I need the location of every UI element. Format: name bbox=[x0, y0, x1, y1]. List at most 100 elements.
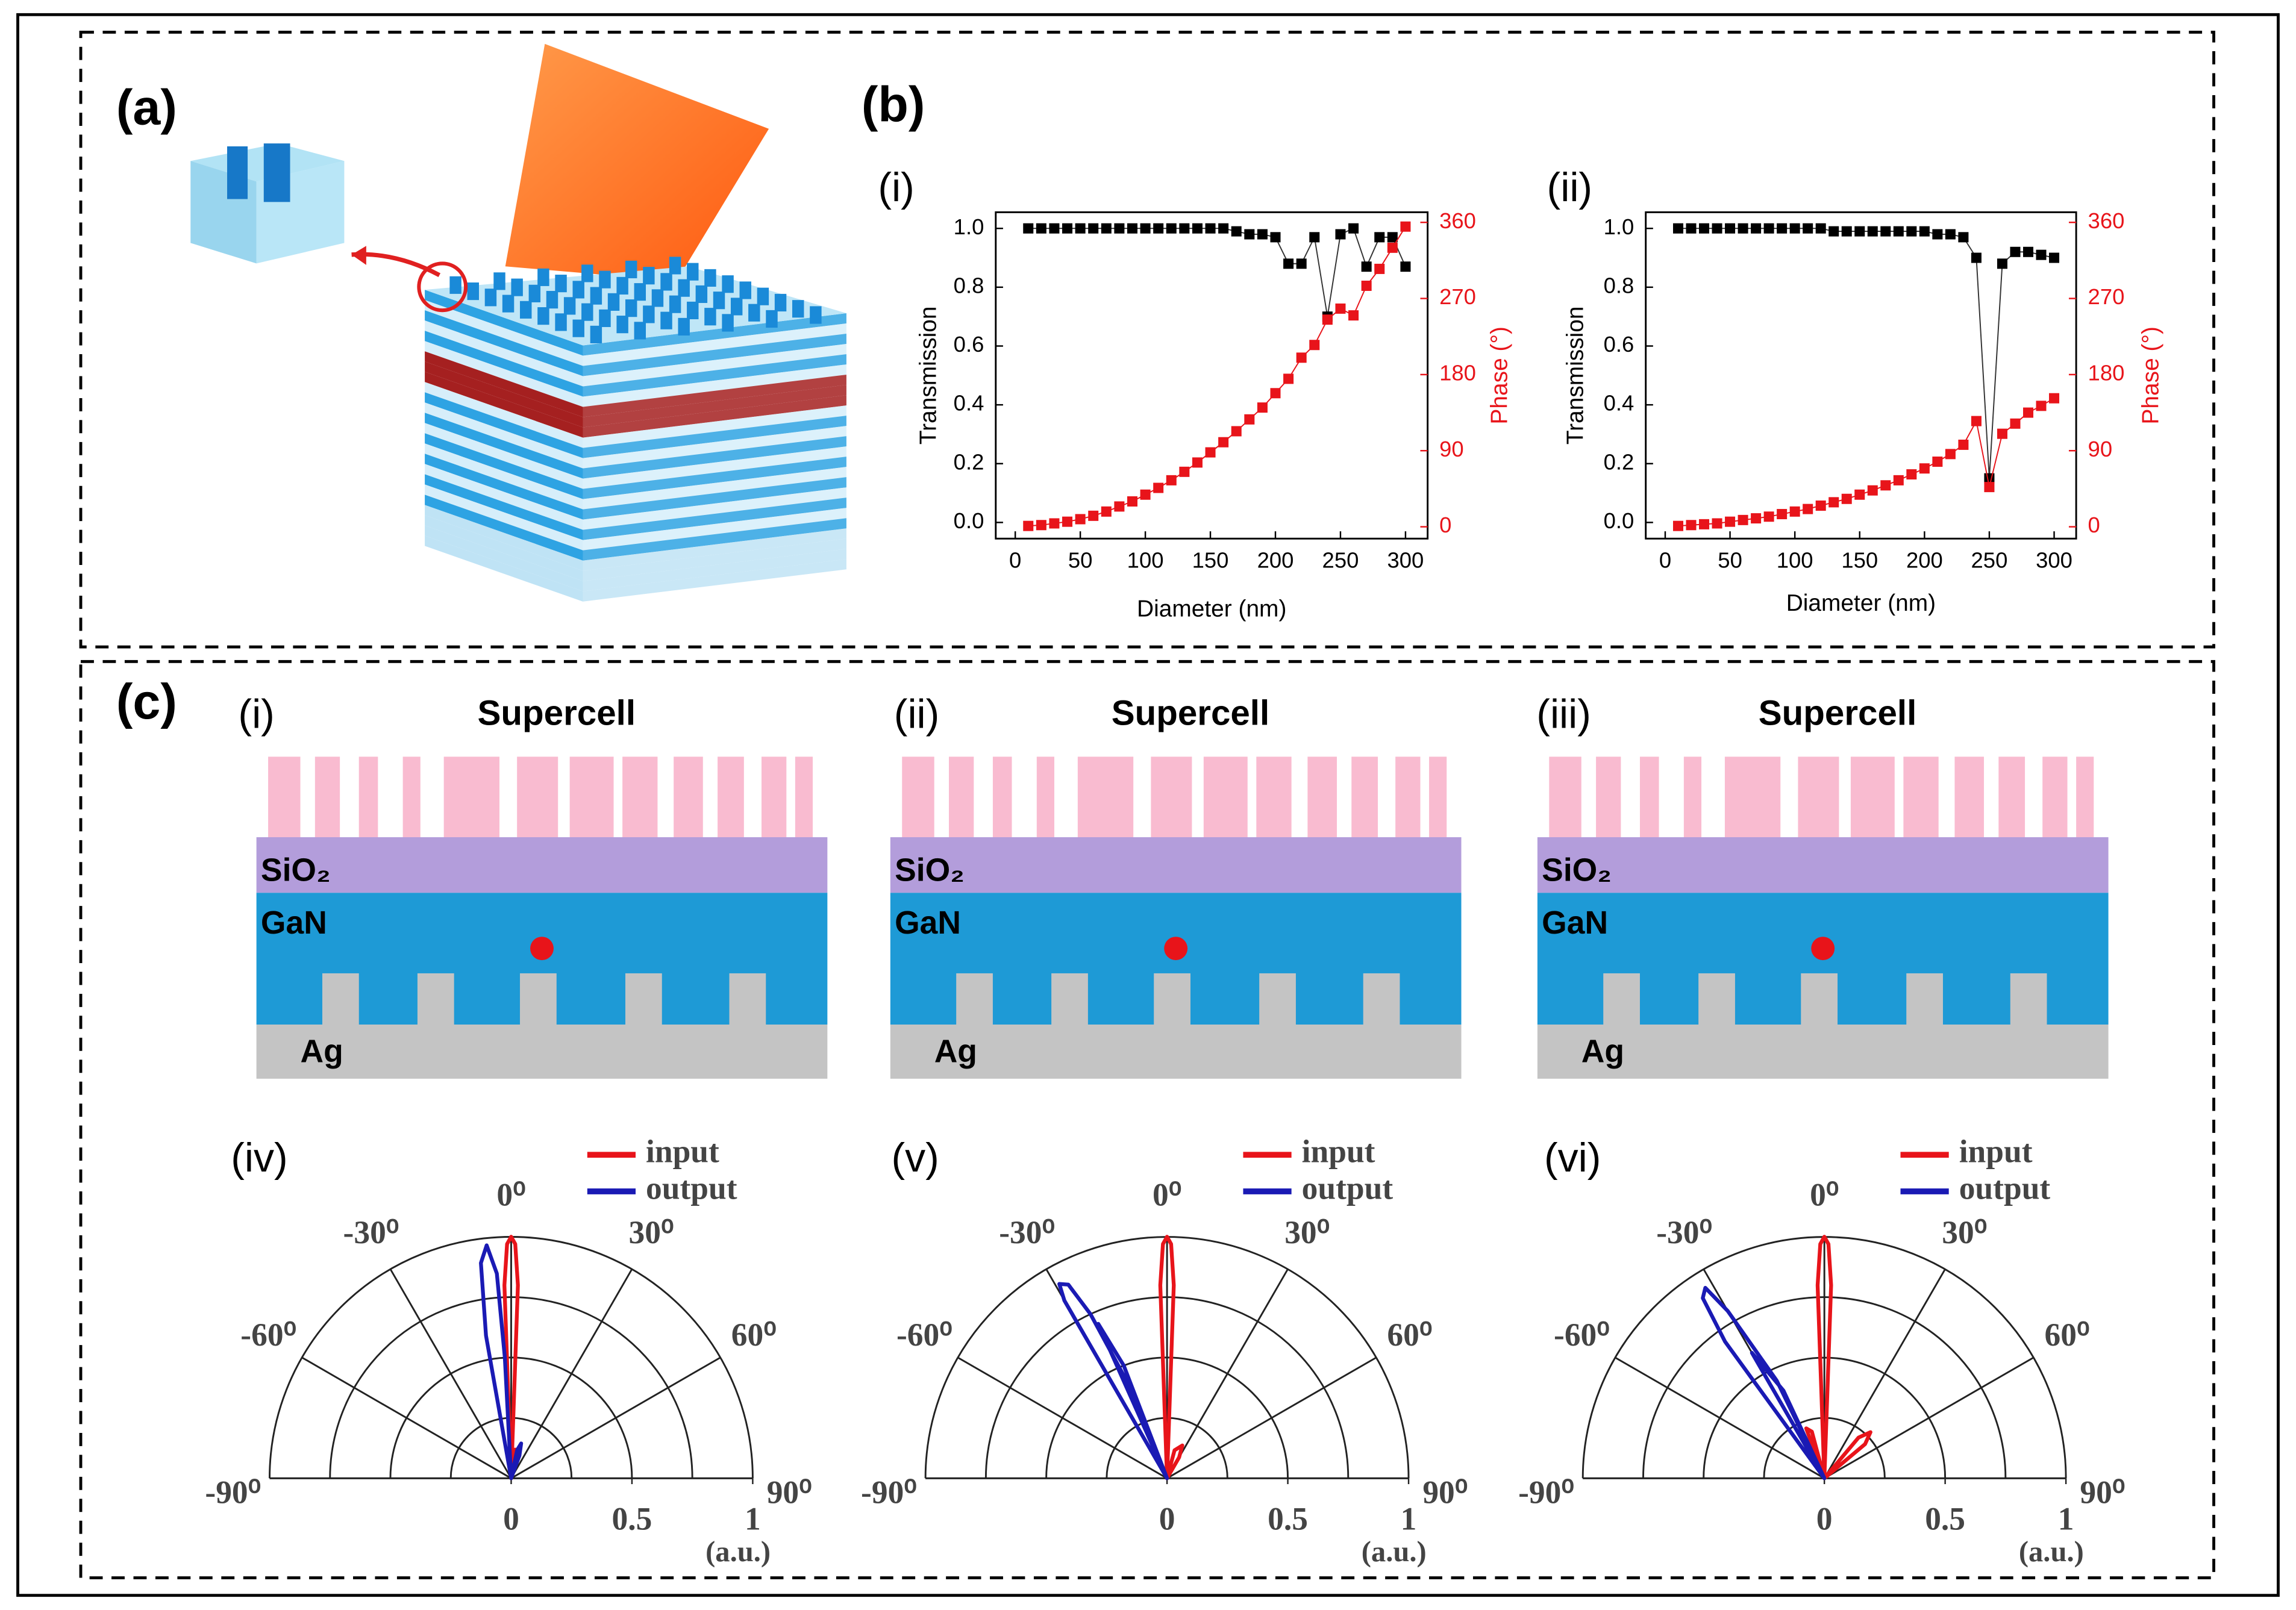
pillar bbox=[792, 300, 804, 318]
marker bbox=[1763, 223, 1774, 234]
pillar bbox=[1256, 757, 1292, 839]
pillar bbox=[643, 267, 655, 285]
layer bbox=[583, 334, 846, 376]
grating-tooth bbox=[417, 973, 454, 1026]
grating-tooth bbox=[322, 973, 359, 1026]
r-tick-label: 1 bbox=[1401, 1500, 1417, 1537]
marker bbox=[1101, 223, 1112, 234]
marker bbox=[1088, 223, 1099, 234]
theta-grid bbox=[510, 1356, 721, 1479]
marker bbox=[1127, 496, 1137, 507]
pillar bbox=[722, 275, 734, 293]
marker bbox=[1984, 482, 1995, 493]
pillar bbox=[810, 306, 822, 324]
pillar bbox=[1395, 757, 1421, 839]
marker bbox=[1192, 457, 1203, 468]
pillar bbox=[730, 298, 743, 316]
r-tick-label: 0 bbox=[503, 1500, 519, 1537]
pillar bbox=[795, 757, 813, 839]
marker bbox=[1919, 226, 1930, 237]
pillar bbox=[1596, 757, 1621, 839]
layer bbox=[425, 484, 583, 551]
pillar bbox=[722, 314, 734, 332]
pillar bbox=[1351, 757, 1378, 839]
pillar bbox=[713, 292, 725, 310]
theta-tick-label: 90⁰ bbox=[767, 1474, 812, 1511]
pillar bbox=[502, 295, 515, 313]
theta-grid bbox=[1823, 1268, 1946, 1479]
subtitle: (iii) bbox=[1536, 691, 1591, 737]
subtitle: (ii) bbox=[894, 691, 940, 737]
pillar bbox=[599, 270, 611, 289]
pillar bbox=[660, 311, 672, 329]
series-line bbox=[1678, 398, 2055, 527]
marker bbox=[1725, 223, 1736, 234]
pillar bbox=[695, 285, 708, 304]
marker bbox=[1958, 439, 1969, 450]
y-tick-label: 0.2 bbox=[954, 449, 984, 474]
series-line bbox=[1028, 227, 1406, 317]
marker bbox=[1958, 232, 1969, 243]
marker bbox=[1335, 229, 1346, 240]
pillar bbox=[537, 268, 549, 286]
marker bbox=[1335, 303, 1346, 314]
marker bbox=[1257, 229, 1268, 240]
pillar bbox=[1036, 757, 1054, 839]
pillar bbox=[1429, 757, 1447, 839]
marker bbox=[2022, 246, 2034, 257]
marker bbox=[1270, 388, 1281, 399]
layer bbox=[425, 382, 583, 448]
panel-label: (a) bbox=[116, 80, 177, 136]
layer-label: GaN bbox=[261, 905, 327, 941]
marker bbox=[1815, 223, 1826, 234]
layer bbox=[425, 392, 583, 458]
subtitle: (i) bbox=[238, 691, 274, 737]
pillar bbox=[748, 304, 760, 322]
layer bbox=[583, 416, 846, 458]
pillar bbox=[1798, 757, 1839, 839]
y-tick-label: 0.4 bbox=[1604, 391, 1634, 416]
marker bbox=[2049, 393, 2060, 404]
layer bbox=[583, 446, 846, 489]
marker bbox=[1803, 223, 1813, 234]
layer bbox=[425, 331, 583, 397]
pillar bbox=[774, 293, 787, 312]
pillar bbox=[757, 287, 769, 305]
grating-tooth bbox=[1906, 973, 1943, 1026]
pillar bbox=[314, 757, 340, 839]
marker bbox=[1374, 263, 1385, 274]
marker bbox=[1153, 482, 1164, 493]
emitter bbox=[530, 937, 554, 961]
grating-tooth bbox=[1154, 973, 1190, 1026]
y2-tick-label: 180 bbox=[1439, 361, 1476, 385]
marker bbox=[1036, 223, 1046, 234]
marker bbox=[1777, 509, 1788, 520]
panel-box bbox=[79, 660, 2215, 1579]
pillar bbox=[678, 317, 690, 336]
theta-grid bbox=[1824, 1356, 2035, 1479]
layer bbox=[425, 413, 583, 479]
pillar bbox=[528, 284, 541, 302]
marker bbox=[1997, 428, 2007, 439]
marker bbox=[1854, 489, 1865, 500]
layer-label: SiO₂ bbox=[895, 852, 965, 888]
theta-grid bbox=[389, 1268, 512, 1479]
layer bbox=[425, 351, 583, 417]
layer bbox=[583, 518, 846, 561]
marker bbox=[2010, 418, 2021, 429]
pillar bbox=[739, 281, 751, 299]
y2-tick-label: 270 bbox=[2088, 284, 2125, 309]
marker bbox=[1205, 223, 1216, 234]
marker bbox=[1244, 229, 1255, 240]
pillar bbox=[634, 322, 646, 340]
layer bbox=[583, 467, 846, 510]
pillar bbox=[992, 757, 1012, 839]
pillar bbox=[902, 757, 934, 839]
grating-tooth bbox=[1363, 973, 1400, 1026]
y-tick-label: 0.2 bbox=[1604, 449, 1634, 474]
marker bbox=[1789, 223, 1800, 234]
layer bbox=[583, 364, 846, 407]
marker bbox=[1218, 223, 1229, 234]
marker bbox=[1348, 310, 1359, 321]
theta-tick-label: 90⁰ bbox=[2080, 1474, 2125, 1511]
